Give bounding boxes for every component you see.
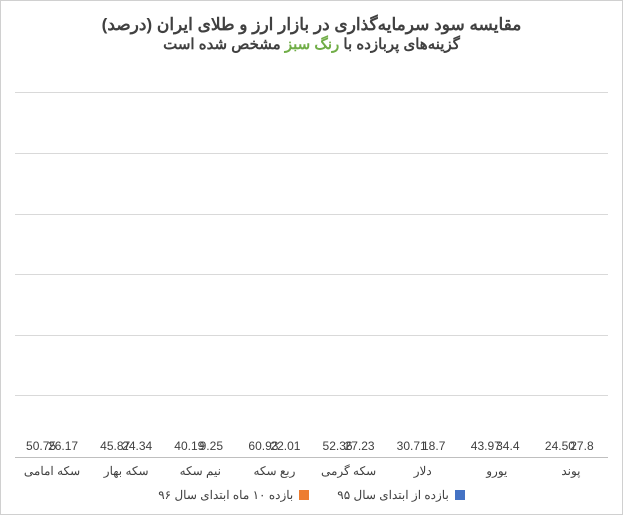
x-axis-label: نیم سکه [163, 458, 237, 478]
bar-value-label: 27.23 [345, 439, 375, 453]
x-axis-label: سکه امامی [15, 458, 89, 478]
x-axis-label: یورو [460, 458, 534, 478]
legend-swatch-1 [299, 490, 309, 500]
bar-value-label: 22.01 [270, 439, 300, 453]
chart-title: مقایسه سود سرمایه‌گذاری در بازار ارز و ط… [15, 15, 608, 35]
legend: بازده از ابتدای سال ۹۵ بازده ۱۰ ماه ابتد… [15, 478, 608, 502]
x-axis-label: پوند [534, 458, 608, 478]
subtitle-post: مشخص شده است [163, 36, 285, 53]
x-axis-label: دلار [386, 458, 460, 478]
bars-row: 50.7526.1745.8724.3440.199.2560.9322.015… [15, 63, 608, 457]
bar-value-label: 34.4 [496, 439, 519, 453]
bar-value-label: 9.25 [200, 439, 223, 453]
x-axis-label: سکه بهار [89, 458, 163, 478]
bar-value-label: 27.8 [570, 439, 593, 453]
legend-label-1: بازده ۱۰ ماه ابتدای سال ۹۶ [158, 488, 293, 502]
x-axis-labels: سکه امامیسکه بهارنیم سکهربع سکهسکه گرمید… [15, 458, 608, 478]
legend-swatch-0 [455, 490, 465, 500]
subtitle-green: رنگ سبز [285, 36, 339, 53]
chart-subtitle: گزینه‌های پربازده با رنگ سبز مشخص شده اس… [15, 35, 608, 53]
bar-value-label: 26.17 [48, 439, 78, 453]
legend-label-0: بازده از ابتدای سال ۹۵ [337, 488, 449, 502]
x-axis-label: ربع سکه [237, 458, 311, 478]
x-axis-label: سکه گرمی [312, 458, 386, 478]
subtitle-pre: گزینه‌های پربازده با [339, 36, 460, 53]
bar-value-label: 18.7 [422, 439, 445, 453]
bar-value-label: 24.34 [122, 439, 152, 453]
legend-item-0: بازده از ابتدای سال ۹۵ [337, 488, 465, 502]
chart-container: مقایسه سود سرمایه‌گذاری در بازار ارز و ط… [0, 0, 623, 515]
legend-item-1: بازده ۱۰ ماه ابتدای سال ۹۶ [158, 488, 309, 502]
plot-area: 50.7526.1745.8724.3440.199.2560.9322.015… [15, 63, 608, 458]
